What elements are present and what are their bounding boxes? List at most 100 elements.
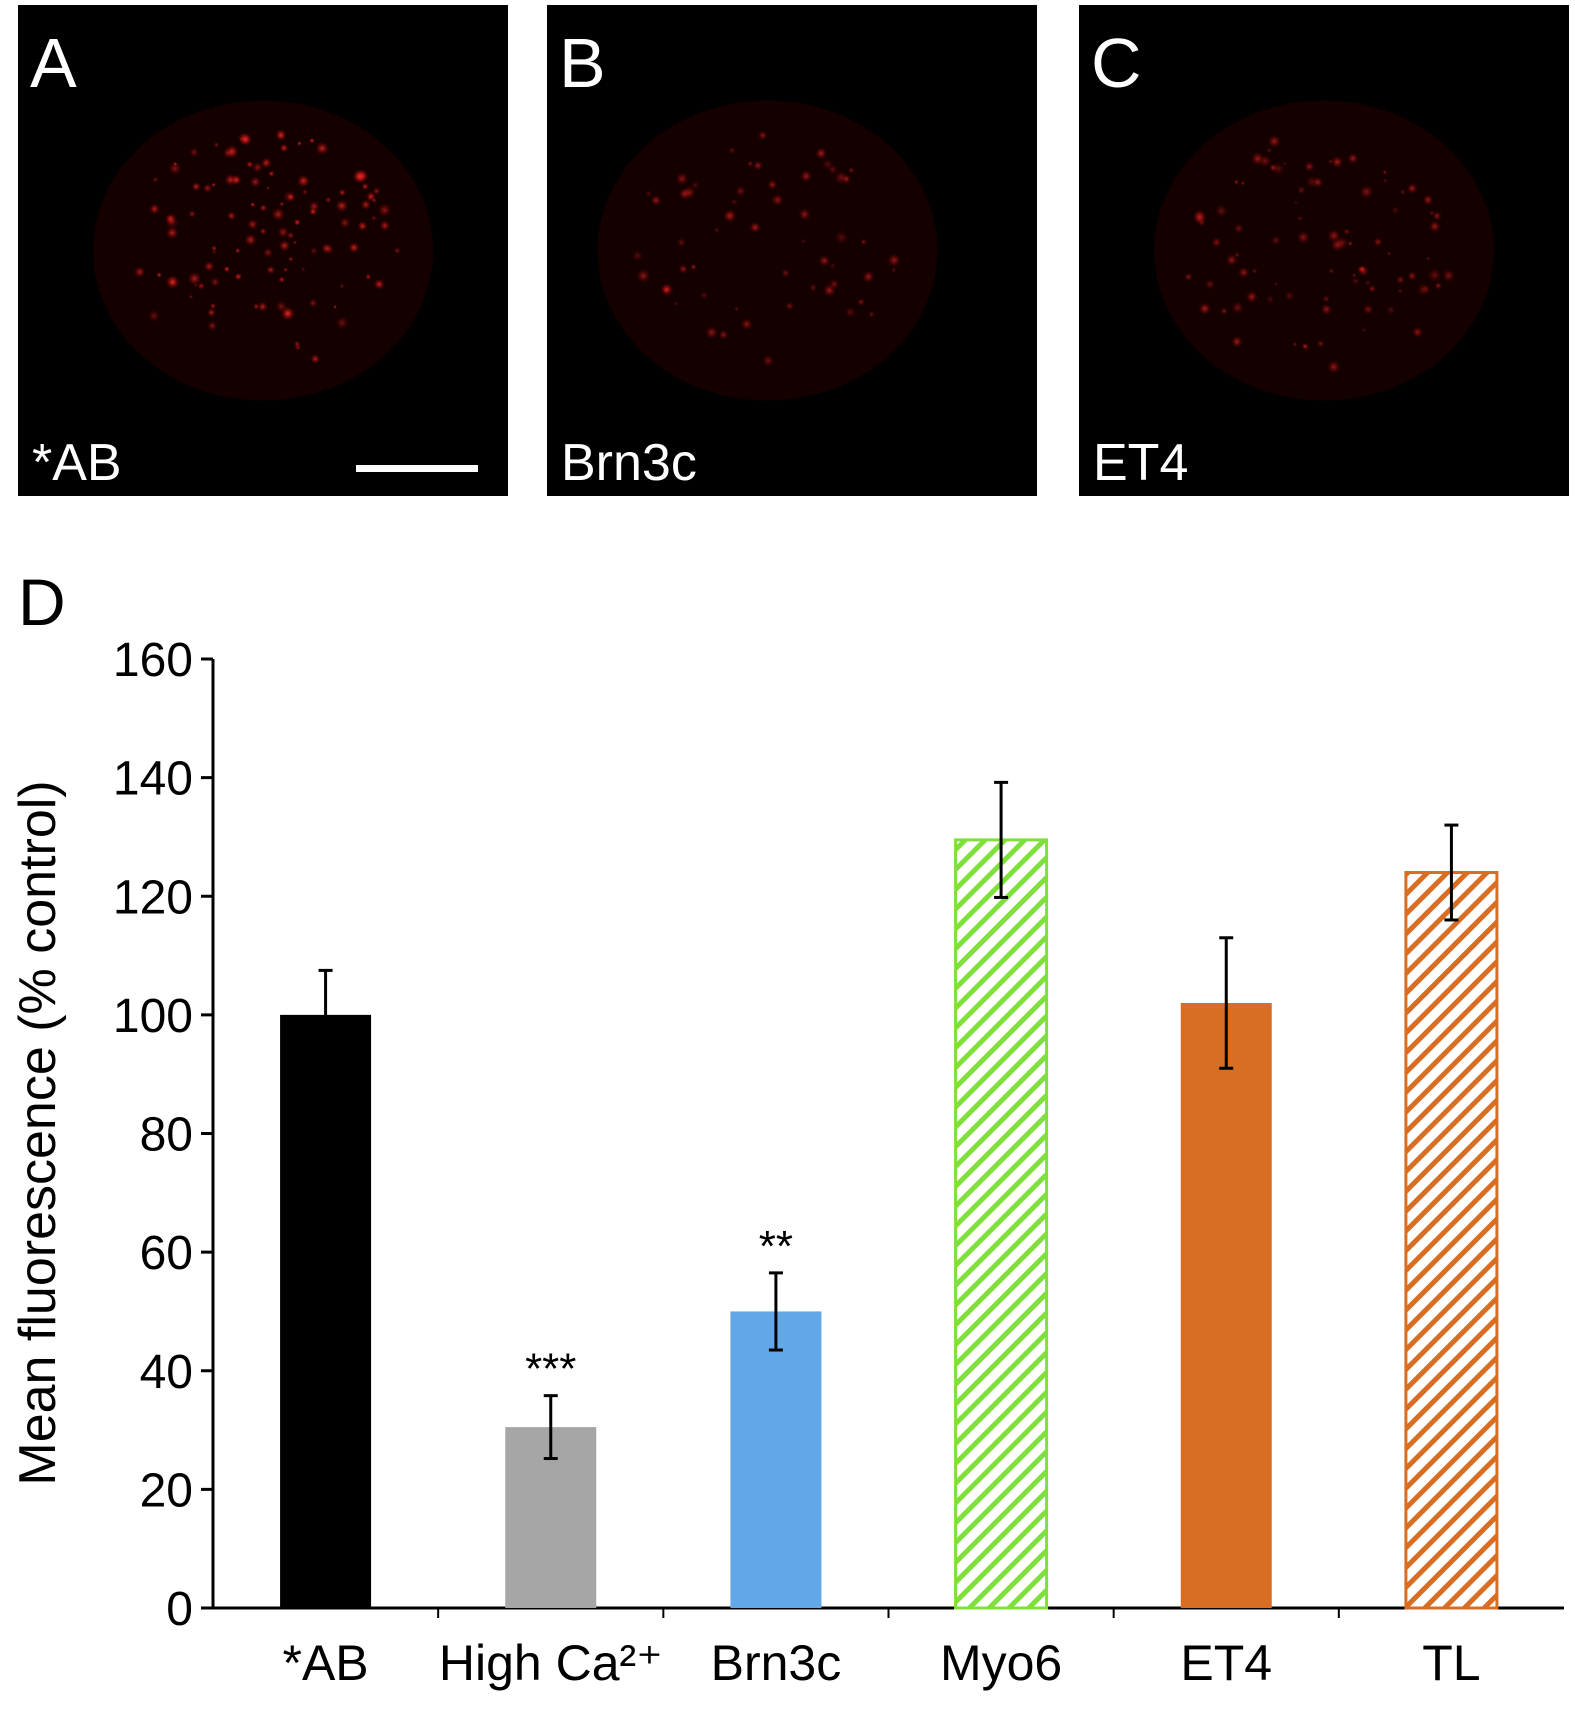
fluorescent-spot — [1234, 252, 1240, 258]
fluorescent-spot — [1335, 236, 1349, 250]
fluorescent-spot — [767, 179, 778, 190]
fluorescent-spot — [147, 309, 160, 322]
fluorescent-spot — [1383, 178, 1388, 183]
panel-letter: A — [30, 24, 77, 102]
fluorescent-spot — [829, 278, 840, 290]
fluorescent-spot — [857, 297, 866, 307]
y-tick-label: 160 — [113, 634, 193, 687]
error-bar — [543, 1394, 558, 1461]
fluorescent-spot — [808, 283, 818, 292]
micrograph-panel: C ET4 — [1079, 5, 1569, 496]
fluorescent-spot — [275, 300, 288, 313]
fluorescent-spot — [209, 302, 216, 309]
fluorescent-spot — [279, 143, 289, 153]
fluorescent-spot — [1304, 161, 1315, 172]
fluorescent-spot — [278, 239, 291, 252]
fluorescent-spot — [1312, 176, 1324, 188]
fluorescent-spot — [297, 174, 310, 188]
fluorescent-spot — [360, 199, 372, 210]
fluorescent-spot — [393, 247, 401, 254]
fluorescent-spot — [747, 160, 754, 167]
fluorescent-spot — [296, 140, 302, 146]
fluorescent-spot — [260, 157, 272, 169]
fluorescent-spot — [1251, 152, 1265, 166]
significance-label: ** — [759, 1222, 793, 1271]
fluorescent-spot — [1204, 278, 1216, 290]
error-bar — [1444, 823, 1459, 922]
fluorescent-spot — [636, 268, 651, 283]
fluorescent-spot — [278, 276, 286, 284]
y-tick-label: 140 — [113, 753, 193, 806]
fluorescent-spot — [213, 142, 220, 148]
fluorescent-spot — [164, 215, 179, 229]
fluorescent-spot — [1316, 339, 1325, 348]
fluorescent-spot — [678, 264, 688, 274]
fluorescent-spot — [1373, 237, 1383, 247]
micrograph-panel: A *AB — [18, 5, 508, 496]
x-tick-label: ET4 — [1180, 1635, 1272, 1691]
fluorescent-spot — [193, 283, 198, 288]
fluorescent-spot — [1251, 268, 1258, 274]
y-tick-label: 40 — [140, 1346, 193, 1399]
fluorescent-spot — [271, 207, 285, 221]
fluorescent-spot — [734, 306, 739, 312]
panel-label: *AB — [32, 434, 122, 492]
fluorescent-spot — [1297, 215, 1304, 222]
fluorescent-spot — [660, 282, 674, 296]
fluorescent-spot — [348, 242, 360, 253]
fluorescent-spot — [211, 245, 218, 252]
fluorescent-spot — [244, 233, 257, 246]
fluorescent-spot — [1397, 288, 1403, 294]
bar — [1180, 1003, 1272, 1608]
fluorescent-spot — [152, 176, 159, 183]
fluorescent-spot — [252, 161, 263, 173]
y-tick-label: 120 — [113, 871, 193, 924]
fluorescent-spot — [1274, 281, 1279, 286]
fluorescent-spot — [189, 147, 199, 157]
fluorescent-spot — [1434, 281, 1443, 290]
fluorescent-spot — [1292, 341, 1298, 347]
fluorescent-spot — [235, 248, 241, 254]
fluorescent-spot — [1297, 185, 1306, 195]
fluorescent-spot — [785, 301, 794, 311]
fluorescent-spot — [325, 196, 332, 204]
fluorescent-spot — [203, 261, 215, 272]
fluorescent-spot — [1429, 220, 1441, 233]
bar — [280, 1014, 372, 1608]
panel-letter: C — [1091, 24, 1142, 102]
fluorescent-spot — [1211, 237, 1222, 248]
fluorescent-spot — [288, 256, 294, 262]
fluorescent-spot — [1269, 163, 1278, 172]
fluorescent-spot — [1233, 223, 1244, 234]
fluorescent-spot — [1267, 134, 1281, 148]
fluorescent-spot — [891, 267, 897, 273]
fluorescent-spot — [188, 294, 194, 300]
fluorescent-spot — [798, 208, 811, 221]
fluorescent-spot — [1240, 181, 1245, 186]
fluorescent-spot — [246, 160, 254, 169]
fluorescent-spot — [848, 167, 855, 174]
fluorescent-spot — [862, 270, 875, 283]
fluorescent-spot — [1266, 295, 1275, 304]
x-tick-label: *AB — [282, 1635, 368, 1691]
fluorescent-spot — [818, 254, 831, 267]
fluorescent-spot — [860, 238, 868, 246]
fluorescent-spot — [292, 240, 298, 245]
fluorescent-spot — [149, 203, 160, 215]
y-tick-label: 80 — [140, 1109, 193, 1162]
fluorescent-spot — [156, 272, 162, 278]
fluorescent-spot — [1327, 360, 1341, 374]
tissue-glow — [1154, 100, 1494, 401]
fluorescent-spot — [1407, 271, 1418, 281]
fluorescent-spot — [165, 226, 179, 240]
fluorescent-spot — [691, 180, 700, 190]
fluorescent-spot — [231, 174, 242, 186]
fluorescent-spot — [338, 188, 347, 197]
fluorescent-spot — [1198, 302, 1211, 315]
fluorescent-spot — [1426, 256, 1431, 261]
scale-bar — [356, 465, 478, 472]
fluorescent-spot — [257, 301, 268, 312]
fluorescent-spot — [308, 298, 318, 308]
fluorescent-spot — [202, 183, 213, 193]
